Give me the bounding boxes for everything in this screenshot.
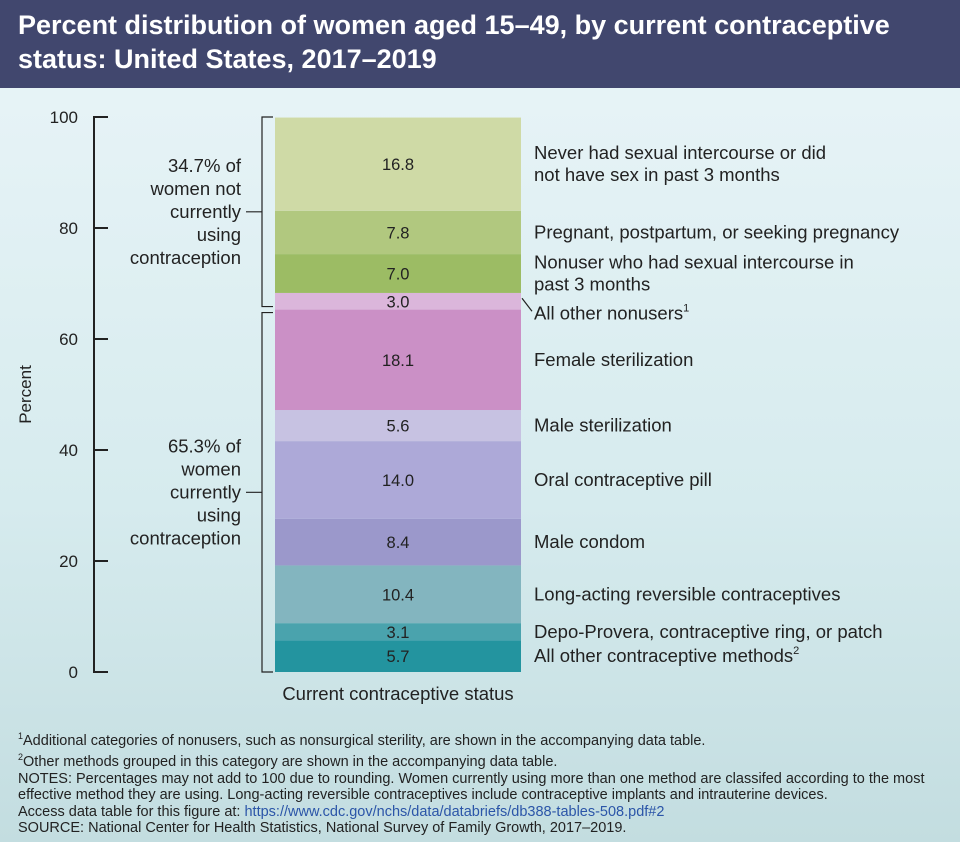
segment-value-label: 3.1 bbox=[387, 624, 410, 642]
bar-segment bbox=[275, 210, 521, 255]
notes: NOTES: Percentages may not add to 100 du… bbox=[18, 770, 925, 804]
segment-value-label: 16.8 bbox=[382, 156, 414, 174]
access-line: Access data table for this figure at: ht… bbox=[18, 803, 665, 820]
y-tick-label: 40 bbox=[59, 441, 78, 460]
category-label: Female sterilization bbox=[534, 349, 693, 370]
y-tick-label: 0 bbox=[69, 663, 78, 682]
segment-value-label: 7.0 bbox=[387, 266, 410, 284]
bar-segment bbox=[275, 518, 521, 566]
bar-segment bbox=[275, 565, 521, 624]
category-label: Male condom bbox=[534, 531, 645, 552]
group-label: 65.3% of women currently using contraception bbox=[130, 435, 242, 548]
segment-value-label: 5.7 bbox=[387, 648, 410, 666]
data-table-link[interactable]: https://www.cdc.gov/nchs/data/databriefs… bbox=[244, 803, 665, 820]
bar-segment bbox=[275, 117, 521, 211]
leader-line bbox=[521, 297, 533, 312]
group-label: 34.7% of women not currently using contracep… bbox=[130, 155, 242, 268]
bar-segment bbox=[275, 640, 521, 672]
segment-value-label: 10.4 bbox=[382, 586, 414, 604]
bar-segment bbox=[275, 292, 521, 310]
y-tick-label: 100 bbox=[50, 108, 78, 127]
category-label: Depo-Provera, contraceptive ring, or pat… bbox=[534, 621, 883, 642]
x-axis-label: Current contraceptive status bbox=[282, 683, 513, 704]
y-axis-label: Percent bbox=[16, 365, 35, 424]
category-label: Oral contraceptive pill bbox=[534, 469, 712, 490]
segment-value-label: 14.0 bbox=[382, 472, 414, 490]
y-tick-label: 60 bbox=[59, 330, 78, 349]
bar-segment bbox=[275, 623, 521, 641]
segment-value-label: 18.1 bbox=[382, 352, 414, 370]
category-label: All other contraceptive methods2 bbox=[534, 645, 799, 666]
chart-title: Percent distribution of women aged 15–49… bbox=[0, 0, 960, 88]
category-label: Never had sexual intercourse or did not h… bbox=[534, 142, 826, 185]
category-label: Male sterilization bbox=[534, 415, 672, 436]
y-tick-label: 80 bbox=[59, 219, 78, 238]
group-bracket bbox=[246, 311, 273, 673]
source: SOURCE: National Center for Health Stati… bbox=[18, 820, 627, 837]
stacked-bar-chart: 0 20 40 60 80 100 Percent 5.7 3.1 10.4 8.4 14.0 5.6 1… bbox=[16, 108, 900, 704]
bar-segment bbox=[275, 410, 521, 442]
y-tick-label: 20 bbox=[59, 552, 78, 571]
group-bracket bbox=[246, 116, 273, 308]
category-label: All other nonusers1 bbox=[534, 302, 689, 323]
category-label: Long-acting reversible contraceptives bbox=[534, 583, 840, 604]
footnote-1: 1Additional categories of nonusers, such… bbox=[18, 731, 706, 749]
bar-segment bbox=[275, 254, 521, 293]
category-label: Nonuser who had sexual intercourse in pas… bbox=[534, 252, 854, 295]
footnotes: 1Additional categories of nonusers, such… bbox=[18, 728, 953, 837]
bar-segment bbox=[275, 309, 521, 411]
segment-value-label: 5.6 bbox=[387, 418, 410, 436]
segment-value-label: 7.8 bbox=[387, 224, 410, 242]
category-label: Pregnant, postpartum, or seeking pregnan… bbox=[534, 221, 900, 242]
footnote-2: 2Other methods grouped in this category … bbox=[18, 752, 558, 771]
bar-segment bbox=[275, 441, 521, 519]
segment-value-label: 3.0 bbox=[387, 293, 410, 311]
segment-value-label: 8.4 bbox=[387, 534, 410, 552]
